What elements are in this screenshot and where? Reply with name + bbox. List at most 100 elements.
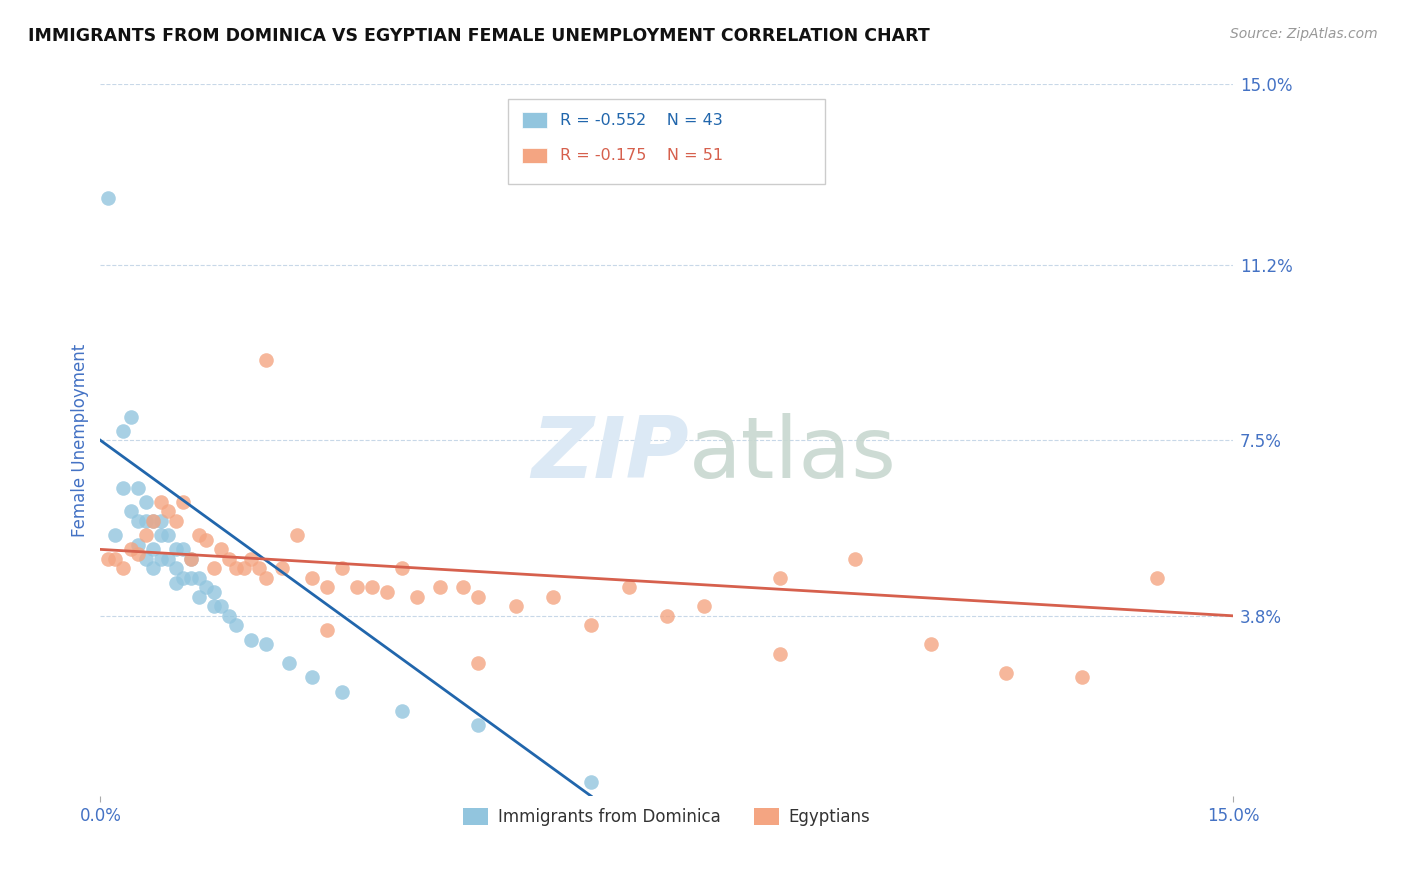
FancyBboxPatch shape	[508, 99, 825, 184]
Point	[1146, 571, 1168, 585]
Point	[127, 481, 149, 495]
Point	[844, 552, 866, 566]
Point	[180, 571, 202, 585]
Point	[451, 580, 474, 594]
Point	[225, 561, 247, 575]
Point	[157, 504, 180, 518]
Point	[165, 542, 187, 557]
Legend: Immigrants from Dominica, Egyptians: Immigrants from Dominica, Egyptians	[454, 799, 879, 834]
Point	[270, 561, 292, 575]
Point	[579, 775, 602, 789]
Point	[218, 608, 240, 623]
Point	[315, 580, 337, 594]
Point	[120, 542, 142, 557]
Point	[467, 657, 489, 671]
Point	[172, 571, 194, 585]
Point	[187, 590, 209, 604]
Point	[391, 704, 413, 718]
Point	[149, 552, 172, 566]
Point	[225, 618, 247, 632]
Point	[543, 590, 565, 604]
Point	[97, 552, 120, 566]
Point	[97, 191, 120, 205]
Point	[180, 552, 202, 566]
Point	[256, 571, 278, 585]
Point	[995, 665, 1018, 680]
Point	[693, 599, 716, 614]
Point	[655, 608, 678, 623]
Point	[361, 580, 384, 594]
Point	[127, 547, 149, 561]
Point	[135, 514, 157, 528]
Point	[769, 571, 792, 585]
Point	[579, 618, 602, 632]
Y-axis label: Female Unemployment: Female Unemployment	[72, 343, 89, 537]
Point	[429, 580, 451, 594]
Point	[285, 528, 308, 542]
Point	[142, 514, 165, 528]
Point	[240, 632, 263, 647]
Point	[195, 580, 218, 594]
Point	[157, 552, 180, 566]
Point	[187, 571, 209, 585]
Point	[505, 599, 527, 614]
Point	[172, 542, 194, 557]
Point	[142, 542, 165, 557]
Point	[127, 538, 149, 552]
Point	[769, 647, 792, 661]
Point	[180, 552, 202, 566]
Point	[149, 514, 172, 528]
Point	[165, 561, 187, 575]
Point	[375, 585, 398, 599]
Point	[165, 575, 187, 590]
Point	[111, 561, 134, 575]
Point	[172, 495, 194, 509]
Point	[202, 599, 225, 614]
Point	[346, 580, 368, 594]
Point	[301, 671, 323, 685]
Point	[202, 585, 225, 599]
Point	[127, 514, 149, 528]
Point	[135, 528, 157, 542]
Point	[202, 561, 225, 575]
Point	[111, 481, 134, 495]
Point	[104, 528, 127, 542]
Text: Source: ZipAtlas.com: Source: ZipAtlas.com	[1230, 27, 1378, 41]
Point	[240, 552, 263, 566]
Point	[617, 580, 640, 594]
Point	[301, 571, 323, 585]
Point	[120, 504, 142, 518]
Point	[315, 623, 337, 637]
Point	[330, 561, 353, 575]
Point	[330, 684, 353, 698]
Point	[104, 552, 127, 566]
FancyBboxPatch shape	[522, 112, 547, 128]
Point	[142, 514, 165, 528]
Point	[157, 528, 180, 542]
Point	[142, 561, 165, 575]
Point	[232, 561, 254, 575]
Point	[278, 657, 301, 671]
Text: atlas: atlas	[689, 413, 897, 496]
Text: R = -0.175    N = 51: R = -0.175 N = 51	[560, 148, 723, 163]
Point	[247, 561, 270, 575]
Point	[135, 495, 157, 509]
Point	[149, 528, 172, 542]
Point	[120, 409, 142, 424]
FancyBboxPatch shape	[522, 148, 547, 163]
Point	[1070, 671, 1092, 685]
Point	[256, 352, 278, 367]
Point	[218, 552, 240, 566]
Point	[209, 542, 232, 557]
Point	[165, 514, 187, 528]
Point	[256, 637, 278, 651]
Point	[187, 528, 209, 542]
Point	[209, 599, 232, 614]
Text: R = -0.552    N = 43: R = -0.552 N = 43	[560, 112, 723, 128]
Point	[195, 533, 218, 547]
Text: IMMIGRANTS FROM DOMINICA VS EGYPTIAN FEMALE UNEMPLOYMENT CORRELATION CHART: IMMIGRANTS FROM DOMINICA VS EGYPTIAN FEM…	[28, 27, 929, 45]
Point	[406, 590, 429, 604]
Point	[135, 552, 157, 566]
Point	[467, 718, 489, 732]
Point	[391, 561, 413, 575]
